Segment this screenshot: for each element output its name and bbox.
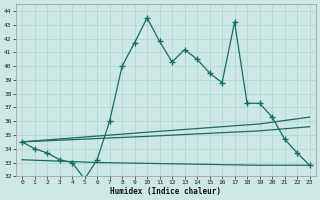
X-axis label: Humidex (Indice chaleur): Humidex (Indice chaleur) — [110, 187, 221, 196]
